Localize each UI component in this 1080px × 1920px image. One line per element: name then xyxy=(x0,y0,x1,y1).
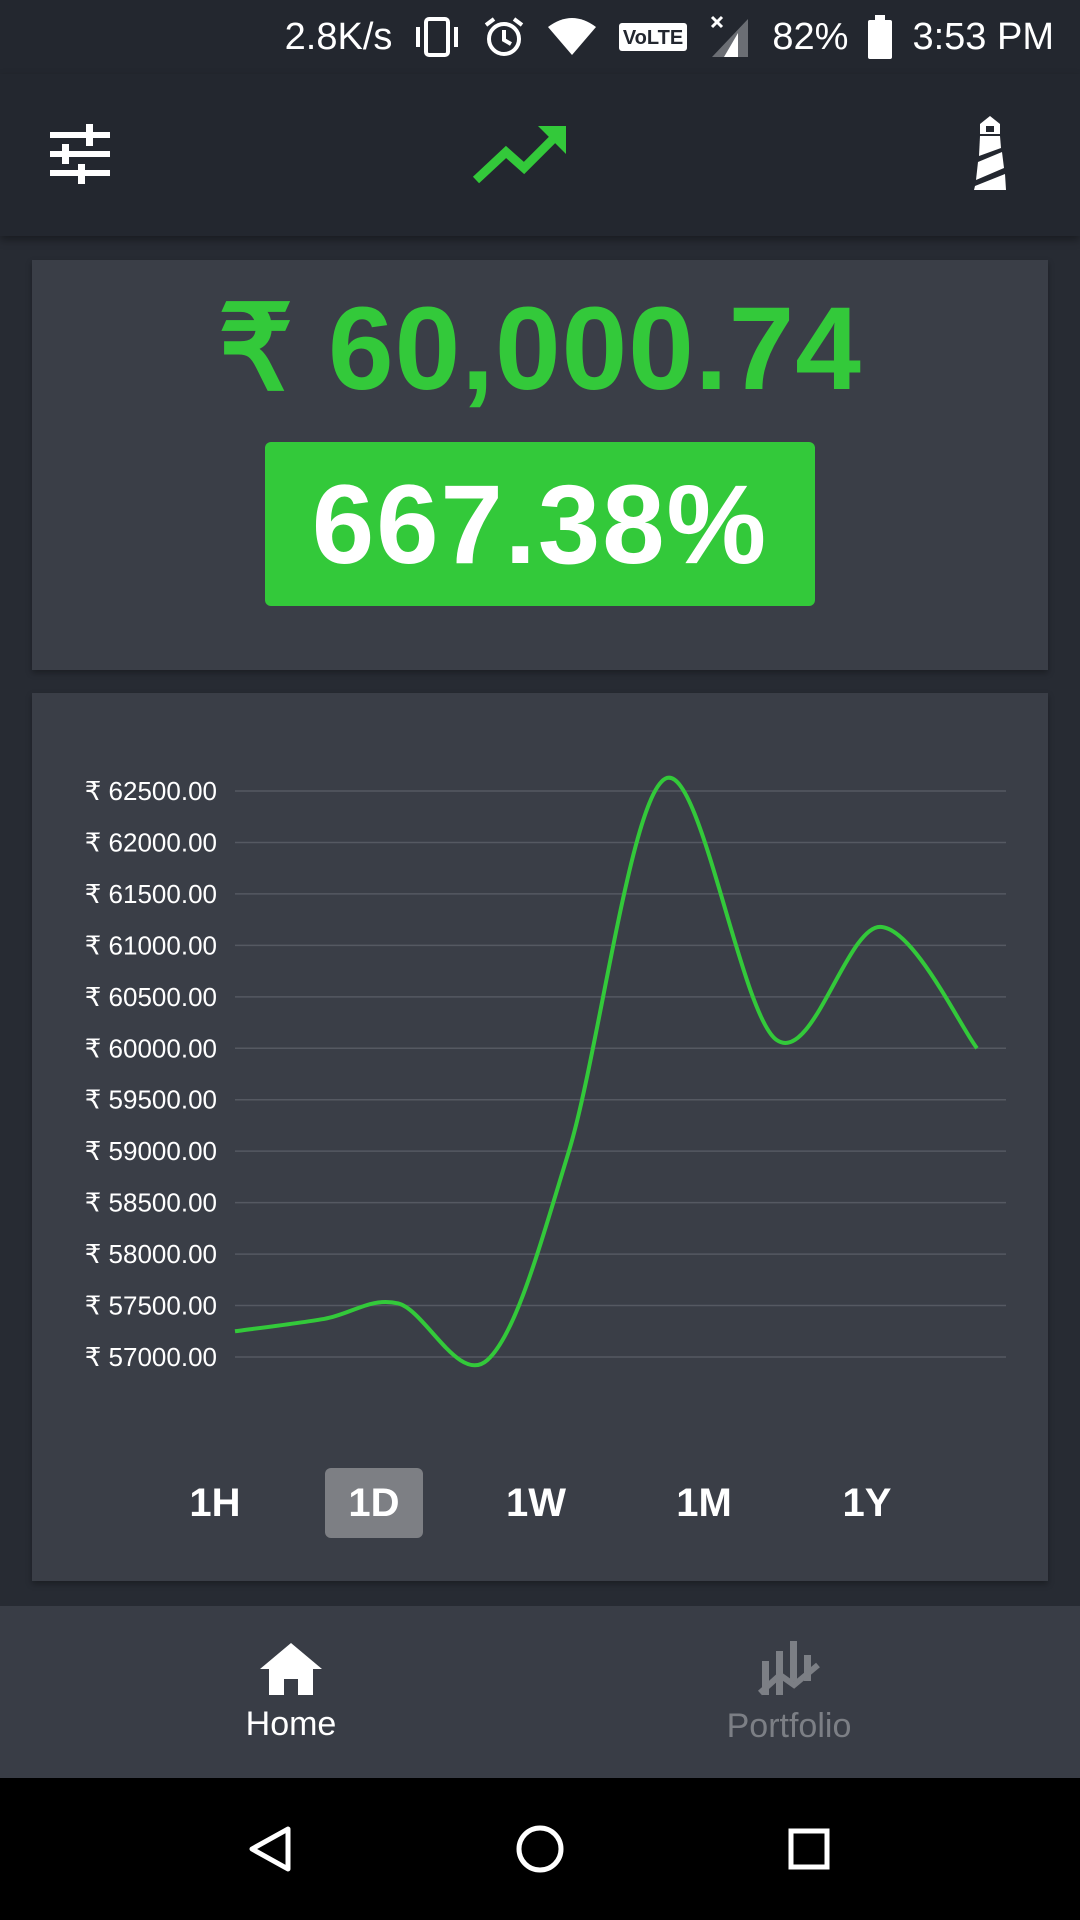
chart-card xyxy=(32,693,1048,1581)
y-tick-label: ₹ 61000.00 xyxy=(85,930,217,960)
current-price: ₹ 60,000.74 xyxy=(218,283,862,415)
trending-up-icon xyxy=(472,126,566,184)
y-tick-label: ₹ 59500.00 xyxy=(85,1085,217,1115)
y-tick-label: ₹ 58000.00 xyxy=(85,1239,217,1269)
lighthouse-button[interactable] xyxy=(950,114,1030,194)
status-bar: 2.8K/s VoLTE 82% 3:53 PM xyxy=(0,0,1080,74)
range-1w-button[interactable]: 1W xyxy=(506,1480,566,1525)
range-1h-button[interactable]: 1H xyxy=(189,1480,241,1525)
filter-button[interactable] xyxy=(40,114,120,194)
tune-icon xyxy=(50,124,110,184)
change-percent-badge: 667.38% xyxy=(265,442,815,606)
y-tick-label: ₹ 59000.00 xyxy=(85,1136,217,1166)
recents-square-icon xyxy=(788,1828,830,1870)
system-navigation-bar xyxy=(0,1778,1080,1920)
clock-time: 3:53 PM xyxy=(912,15,1054,58)
trending-button[interactable] xyxy=(470,114,570,194)
y-tick-label: ₹ 57500.00 xyxy=(85,1291,217,1321)
bottom-navigation: Home Portfolio xyxy=(0,1606,1080,1778)
wifi-icon xyxy=(546,17,598,57)
back-triangle-icon xyxy=(249,1826,291,1872)
alarm-icon xyxy=(482,15,526,59)
portfolio-chart-icon xyxy=(757,1640,820,1695)
nav-home[interactable]: Home xyxy=(141,1606,441,1778)
svg-text:VoLTE: VoLTE xyxy=(623,27,683,49)
battery-percent: 82% xyxy=(772,15,849,58)
home-icon xyxy=(260,1642,322,1695)
price-line xyxy=(234,775,979,1368)
back-button[interactable] xyxy=(210,1778,330,1920)
nav-home-label: Home xyxy=(245,1704,337,1743)
y-tick-label: ₹ 62000.00 xyxy=(85,827,217,857)
nav-portfolio-label: Portfolio xyxy=(726,1706,852,1745)
volte-badge: VoLTE xyxy=(618,22,688,52)
lighthouse-icon xyxy=(974,116,1006,190)
signal-icon xyxy=(708,15,752,59)
vibrate-icon xyxy=(412,15,462,59)
nav-portfolio[interactable]: Portfolio xyxy=(639,1606,939,1778)
home-circle-button[interactable] xyxy=(480,1778,600,1920)
y-tick-label: ₹ 62500.00 xyxy=(85,776,217,806)
range-1d-button[interactable]: 1D xyxy=(325,1468,423,1538)
range-1m-button[interactable]: 1M xyxy=(676,1480,732,1525)
network-speed: 2.8K/s xyxy=(284,15,393,58)
y-tick-label: ₹ 57000.00 xyxy=(85,1342,217,1372)
y-tick-label: ₹ 61500.00 xyxy=(85,879,217,909)
home-circle-icon xyxy=(516,1825,564,1873)
y-tick-label: ₹ 58500.00 xyxy=(85,1188,217,1218)
recents-button[interactable] xyxy=(749,1778,869,1920)
range-1y-button[interactable]: 1Y xyxy=(842,1480,892,1525)
y-tick-label: ₹ 60500.00 xyxy=(85,982,217,1012)
time-range-selector: 1H 1D 1W 1M 1Y xyxy=(0,1468,1080,1538)
app-bar xyxy=(0,74,1080,236)
y-tick-label: ₹ 60000.00 xyxy=(85,1033,217,1063)
battery-icon xyxy=(868,15,893,59)
